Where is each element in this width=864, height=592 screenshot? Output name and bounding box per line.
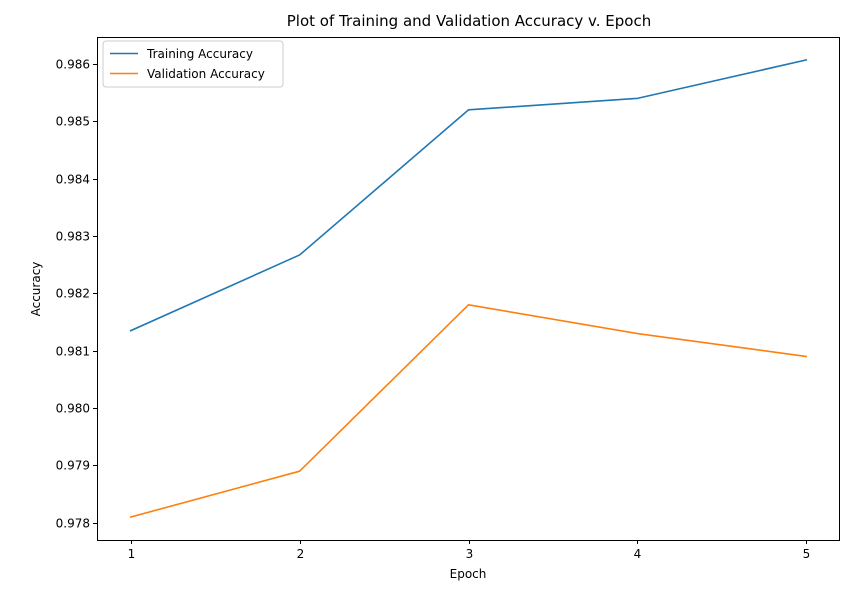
y-tick-label: 0.986	[56, 58, 90, 72]
y-tick-label: 0.978	[56, 517, 90, 531]
x-tick-label: 2	[297, 547, 305, 561]
series-line-training	[129, 58, 808, 332]
chart-title: Plot of Training and Validation Accuracy…	[287, 12, 651, 30]
x-axis-ticks: 1 2 3 4 5	[128, 540, 811, 561]
y-tick-label: 0.984	[56, 173, 90, 187]
legend-label-validation: Validation Accuracy	[147, 67, 265, 81]
y-tick-label: 0.980	[56, 402, 90, 416]
legend-box	[102, 40, 284, 88]
plot-area	[97, 37, 840, 540]
y-axis-label: Accuracy	[29, 262, 43, 317]
legend: Training Accuracy Validation Accuracy	[102, 40, 284, 88]
y-tick-label: 0.985	[56, 115, 90, 129]
x-axis-label: Epoch	[450, 567, 487, 581]
y-tick-label: 0.981	[56, 345, 90, 359]
legend-label-training: Training Accuracy	[146, 47, 253, 61]
x-tick-label: 3	[466, 547, 474, 561]
x-tick-label: 1	[128, 547, 136, 561]
series-lines	[129, 58, 808, 519]
x-tick-label: 4	[634, 547, 642, 561]
series-line-validation	[129, 304, 808, 519]
x-tick-label: 5	[803, 547, 811, 561]
plot-frame	[97, 37, 840, 541]
y-axis-ticks: 0.978 0.979 0.980 0.981 0.982 0.983 0.984 0.985…	[56, 58, 97, 531]
y-tick-label: 0.979	[56, 459, 90, 473]
y-tick-label: 0.983	[56, 230, 90, 244]
y-tick-label: 0.982	[56, 287, 90, 301]
